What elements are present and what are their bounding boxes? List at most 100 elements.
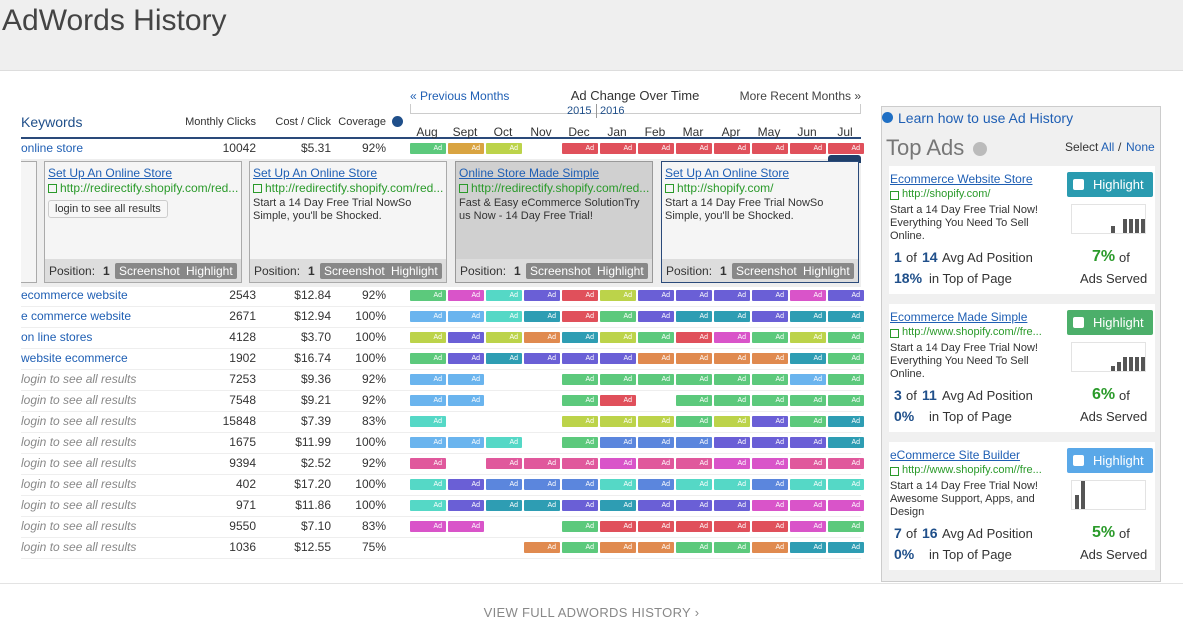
ad-cell[interactable]: Ad [714, 332, 750, 343]
ad-cell[interactable]: Ad [714, 521, 750, 532]
keyword[interactable]: website ecommerce [21, 351, 128, 365]
ad-cell[interactable]: Ad [448, 143, 484, 154]
ad-cell[interactable]: Ad [714, 395, 750, 406]
ad-cell[interactable]: Ad [752, 521, 788, 532]
ad-cell[interactable]: Ad [790, 437, 826, 448]
ad-cell[interactable]: Ad [828, 437, 864, 448]
highlight-button[interactable]: Highlight [387, 263, 442, 279]
previous-months[interactable]: « Previous Months [410, 89, 510, 103]
ad-cell[interactable]: Ad [638, 290, 674, 301]
ad-cell[interactable]: Ad [752, 290, 788, 301]
top-ad-title[interactable]: Ecommerce Website Store [890, 172, 1033, 186]
ad-cell[interactable]: Ad [714, 374, 750, 385]
ad-cell[interactable]: Ad [638, 374, 674, 385]
ad-cell[interactable]: Ad [828, 353, 864, 364]
ad-cell[interactable]: Ad [676, 290, 712, 301]
ad-cell[interactable]: Ad [600, 437, 636, 448]
ad-title[interactable]: Set Up An Online Store [48, 166, 173, 180]
ad-cell[interactable]: Ad [638, 353, 674, 364]
ad-cell[interactable]: Ad [410, 374, 446, 385]
screenshot-button[interactable]: Screenshot [320, 263, 389, 279]
ad-cell[interactable]: Ad [752, 143, 788, 154]
select-none[interactable]: None [1126, 140, 1155, 154]
ad-cell[interactable]: Ad [752, 374, 788, 385]
ad-cell[interactable]: Ad [524, 290, 560, 301]
ad-cell[interactable]: Ad [790, 311, 826, 322]
ad-cell[interactable]: Ad [676, 521, 712, 532]
ad-cell[interactable]: Ad [638, 416, 674, 427]
ad-cell[interactable]: Ad [638, 437, 674, 448]
ad-cell[interactable]: Ad [448, 521, 484, 532]
ad-cell[interactable]: Ad [562, 542, 598, 553]
ad-cell[interactable]: Ad [562, 332, 598, 343]
ad-cell[interactable]: Ad [790, 521, 826, 532]
ad-cell[interactable]: Ad [410, 479, 446, 490]
ad-cell[interactable]: Ad [676, 500, 712, 511]
ad-cell[interactable]: Ad [752, 395, 788, 406]
ad-cell[interactable]: Ad [638, 542, 674, 553]
ad-cell[interactable]: Ad [790, 374, 826, 385]
ad-cell[interactable]: Ad [638, 311, 674, 322]
ad-cell[interactable]: Ad [638, 143, 674, 154]
ad-cell[interactable]: Ad [714, 542, 750, 553]
ad-cell[interactable]: Ad [676, 542, 712, 553]
highlight-button[interactable]: Highlight [182, 263, 237, 279]
keyword[interactable]: e commerce website [21, 309, 132, 323]
ad-cell[interactable]: Ad [600, 458, 636, 469]
ad-cell[interactable]: Ad [524, 479, 560, 490]
keyword[interactable]: ecommerce website [21, 288, 128, 302]
ad-cell[interactable]: Ad [676, 143, 712, 154]
keyword[interactable]: on line stores [21, 330, 93, 344]
ad-cell[interactable]: Ad [790, 290, 826, 301]
screenshot-button[interactable]: Screenshot [732, 263, 801, 279]
ad-title[interactable]: Online Store Made Simple [459, 166, 600, 180]
ad-cell[interactable]: Ad [524, 311, 560, 322]
ad-cell[interactable]: Ad [486, 458, 522, 469]
ad-cell[interactable]: Ad [600, 521, 636, 532]
ad-cell[interactable]: Ad [562, 416, 598, 427]
ad-cell[interactable]: Ad [752, 311, 788, 322]
ad-cell[interactable]: Ad [752, 353, 788, 364]
login-button[interactable]: login to see all results [48, 200, 168, 218]
ad-cell[interactable]: Ad [410, 395, 446, 406]
ad-cell[interactable]: Ad [790, 353, 826, 364]
ad-cell[interactable]: Ad [790, 395, 826, 406]
ad-cell[interactable]: Ad [600, 374, 636, 385]
ad-cell[interactable]: Ad [600, 332, 636, 343]
ad-cell[interactable]: Ad [714, 353, 750, 364]
ad-cell[interactable]: Ad [790, 479, 826, 490]
ad-cell[interactable]: Ad [676, 437, 712, 448]
ad-cell[interactable]: Ad [600, 353, 636, 364]
ad-cell[interactable]: Ad [676, 479, 712, 490]
ad-cell[interactable]: Ad [638, 500, 674, 511]
ad-cell[interactable]: Ad [676, 353, 712, 364]
ad-cell[interactable]: Ad [486, 500, 522, 511]
ad-cell[interactable]: Ad [714, 458, 750, 469]
ad-cell[interactable]: Ad [562, 143, 598, 154]
ad-cell[interactable]: Ad [410, 353, 446, 364]
ad-title[interactable]: Set Up An Online Store [665, 166, 790, 180]
ad-cell[interactable]: Ad [562, 521, 598, 532]
ad-cell[interactable]: Ad [790, 458, 826, 469]
ad-cell[interactable]: Ad [790, 416, 826, 427]
ad-cell[interactable]: Ad [562, 500, 598, 511]
ad-cell[interactable]: Ad [486, 353, 522, 364]
ad-cell[interactable]: Ad [828, 416, 864, 427]
ad-cell[interactable]: Ad [410, 311, 446, 322]
ad-cell[interactable]: Ad [448, 500, 484, 511]
ad-cell[interactable]: Ad [410, 290, 446, 301]
highlight-button[interactable]: Highlight [1067, 448, 1153, 473]
highlight-button[interactable]: Highlight [1067, 172, 1153, 197]
ad-cell[interactable]: Ad [676, 416, 712, 427]
ad-cell[interactable]: Ad [524, 332, 560, 343]
ad-cell[interactable]: Ad [410, 458, 446, 469]
ad-cell[interactable]: Ad [562, 374, 598, 385]
highlight-button[interactable]: Highlight [1067, 310, 1153, 335]
ad-cell[interactable]: Ad [752, 500, 788, 511]
ad-cell[interactable]: Ad [600, 479, 636, 490]
ad-cell[interactable]: Ad [524, 353, 560, 364]
ad-cell[interactable]: Ad [714, 479, 750, 490]
ad-cell[interactable]: Ad [714, 500, 750, 511]
ad-cell[interactable]: Ad [828, 521, 864, 532]
ad-cell[interactable]: Ad [676, 395, 712, 406]
